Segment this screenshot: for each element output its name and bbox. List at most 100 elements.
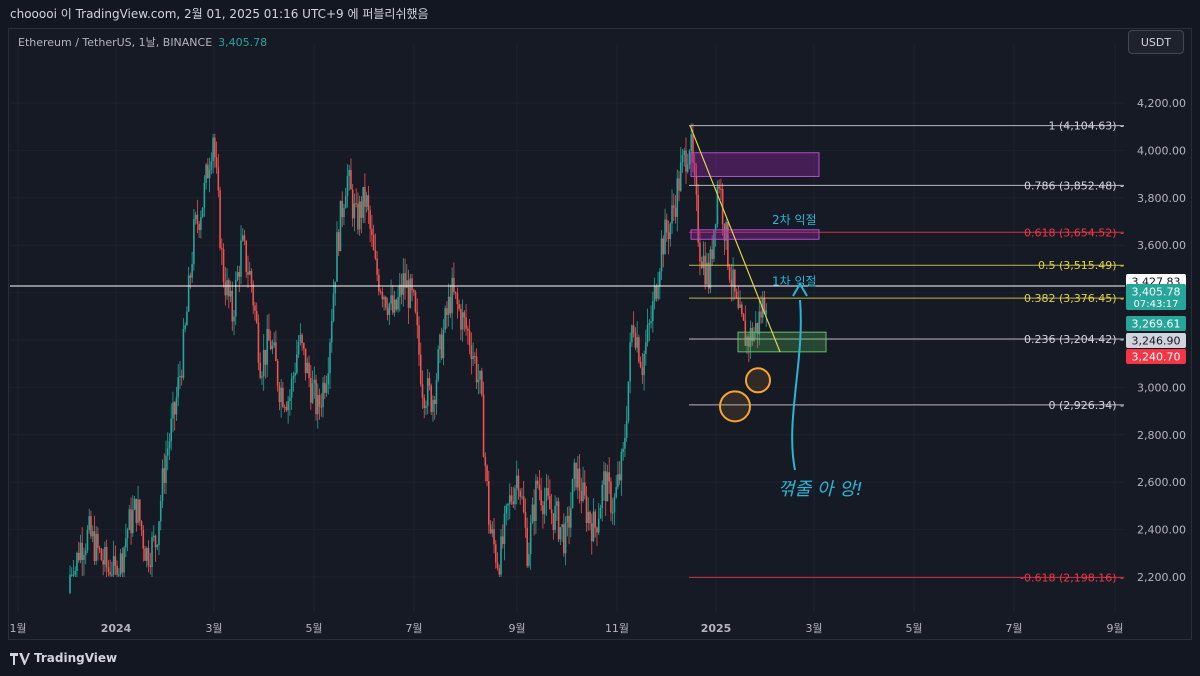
candle-body (639, 361, 642, 368)
price-badge-value: 3,269.61 (1132, 318, 1181, 331)
candle-body (79, 542, 82, 561)
candle-body (268, 328, 270, 341)
candle-body (364, 186, 366, 207)
candle-body (594, 511, 597, 528)
x-tick-label: 2025 (701, 622, 732, 635)
candle-body (610, 481, 612, 513)
candle-body (69, 574, 71, 594)
candle-body (132, 509, 134, 534)
countdown-timer: 07:43:17 (1134, 299, 1179, 310)
candle-body (193, 218, 195, 265)
candle-body (437, 349, 439, 380)
candle-body (458, 304, 460, 309)
candle-body (77, 552, 80, 561)
candle-body (627, 381, 630, 421)
candle-body (737, 297, 740, 308)
candle-body (320, 406, 323, 408)
candle-body (318, 394, 321, 407)
candle-body (238, 272, 241, 277)
candle-body (652, 301, 654, 322)
candle-body (735, 291, 738, 298)
symbol-price: 3,405.78 (218, 36, 268, 49)
candle-body (83, 555, 85, 560)
candle-body (475, 356, 478, 383)
candle-body (304, 348, 307, 374)
candle-body (601, 484, 604, 509)
candle-body (751, 327, 754, 341)
candle-body (184, 325, 186, 330)
x-tick-label: 5월 (905, 622, 922, 635)
candle-body (754, 322, 757, 332)
candle-body (704, 255, 706, 285)
candle-body (676, 178, 679, 217)
candle-body (379, 291, 382, 293)
take-profit-2-label: 2차 익절 (772, 213, 817, 227)
y-tick-label: 2,400.00 (1137, 524, 1186, 537)
candle-body (376, 258, 378, 275)
x-tick-label: 5월 (305, 622, 322, 635)
candle-body (524, 512, 527, 528)
candle-body (386, 307, 389, 316)
candle-body (186, 311, 188, 326)
candle-body (266, 328, 268, 365)
candle-body (730, 279, 733, 286)
candle-body (456, 293, 459, 305)
brand-name: TradingView (34, 651, 118, 665)
candle-body (498, 568, 501, 575)
candle-body (152, 535, 155, 538)
candle-body (390, 295, 392, 304)
candle-body (254, 305, 256, 311)
candle-body (217, 167, 220, 191)
candle-body (140, 521, 143, 531)
price-badge-value: 3,246.90 (1132, 335, 1181, 348)
candle-body (589, 512, 591, 524)
symbol-name: Ethereum / TetherUS, 1날, BINANCE (18, 36, 213, 49)
candle-body (494, 544, 497, 563)
candle-body (488, 481, 490, 525)
candle-body (341, 200, 344, 218)
candle-body (219, 190, 221, 249)
candle-body (259, 362, 262, 378)
candle-body (512, 501, 515, 505)
candle-body (674, 207, 677, 217)
candle-body (159, 501, 162, 522)
y-tick-label: 4,000.00 (1137, 144, 1186, 157)
candle-body (659, 271, 661, 287)
symbol-legend: Ethereum / TetherUS, 1날, BINANCE 3,405.78 (18, 34, 267, 50)
fib-level-label: 0.382 (3,376.45) - (1024, 292, 1124, 305)
candle-body (416, 311, 419, 326)
candle-body (536, 480, 539, 485)
candle-body (369, 210, 371, 229)
candle-body (500, 536, 502, 575)
candle-body (156, 545, 159, 548)
candle-body (88, 516, 90, 530)
candle-body (133, 498, 136, 510)
candle-body (667, 232, 670, 240)
candle-body (758, 311, 761, 335)
chart-panel[interactable] (8, 28, 1192, 640)
candle-body (653, 285, 656, 302)
candle-body (329, 342, 331, 374)
candle-body (765, 310, 768, 314)
candle-body (699, 242, 701, 262)
candle-body (336, 232, 338, 282)
candle-body (121, 553, 124, 573)
candle-body (385, 297, 387, 308)
x-tick-label: 3월 (205, 622, 222, 635)
y-tick-label: 3,000.00 (1137, 381, 1186, 394)
candle-body (507, 503, 509, 506)
candle-body (404, 273, 406, 288)
candle-body (489, 524, 492, 534)
candle-body (573, 462, 576, 480)
candle-body (435, 379, 438, 404)
candle-body (412, 290, 415, 293)
candle-body (599, 508, 602, 519)
candle-body (372, 234, 375, 251)
candle-body (753, 331, 755, 341)
fib-level-label: 0.618 (3,654.52) - (1024, 226, 1124, 239)
currency-button[interactable]: USDT (1128, 30, 1184, 54)
candle-body (191, 264, 193, 278)
candle-body (664, 219, 666, 255)
candle-body (514, 488, 516, 505)
